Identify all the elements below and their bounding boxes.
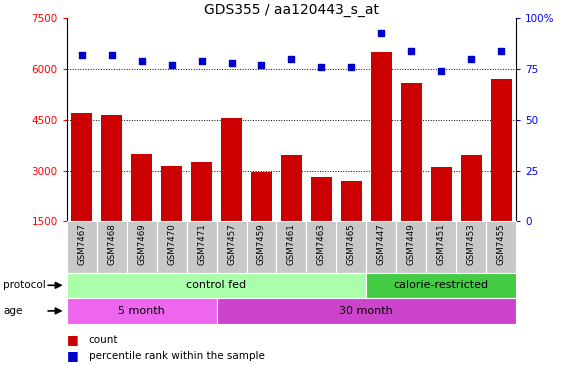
- Point: [317, 64, 326, 70]
- Text: GSM7465: GSM7465: [347, 224, 356, 265]
- Bar: [336, 221, 367, 273]
- Bar: [126, 221, 157, 273]
- Text: calorie-restricted: calorie-restricted: [394, 280, 489, 291]
- Text: GSM7468: GSM7468: [107, 224, 116, 265]
- Text: GSM7467: GSM7467: [77, 224, 86, 265]
- Bar: [456, 221, 486, 273]
- Text: count: count: [89, 335, 118, 345]
- Point: [137, 58, 146, 64]
- Text: 30 month: 30 month: [339, 306, 393, 316]
- Text: percentile rank within the sample: percentile rank within the sample: [89, 351, 264, 361]
- Bar: [221, 118, 242, 221]
- Text: GSM7461: GSM7461: [287, 224, 296, 265]
- Bar: [431, 167, 452, 221]
- Point: [496, 48, 506, 54]
- Bar: [71, 113, 92, 221]
- Bar: [371, 52, 392, 221]
- Point: [467, 56, 476, 62]
- Bar: [161, 165, 182, 221]
- Bar: [97, 221, 126, 273]
- Point: [257, 62, 266, 68]
- Bar: [401, 83, 422, 221]
- Point: [167, 62, 176, 68]
- Text: GSM7451: GSM7451: [437, 224, 446, 265]
- Bar: [396, 221, 426, 273]
- Point: [77, 52, 86, 58]
- Text: control fed: control fed: [187, 280, 246, 291]
- Bar: [367, 221, 396, 273]
- Text: 5 month: 5 month: [118, 306, 165, 316]
- Bar: [251, 172, 272, 221]
- Bar: [486, 221, 516, 273]
- Point: [407, 48, 416, 54]
- Bar: [491, 79, 512, 221]
- Bar: [341, 181, 362, 221]
- Text: GSM7455: GSM7455: [496, 224, 506, 265]
- Text: GSM7470: GSM7470: [167, 224, 176, 265]
- Bar: [131, 154, 152, 221]
- Point: [197, 58, 206, 64]
- Bar: [311, 178, 332, 221]
- Bar: [187, 221, 216, 273]
- Bar: [101, 115, 122, 221]
- Bar: [246, 221, 277, 273]
- Bar: [191, 162, 212, 221]
- Point: [377, 30, 386, 36]
- Point: [107, 52, 116, 58]
- Text: GSM7459: GSM7459: [257, 224, 266, 265]
- Bar: [281, 156, 302, 221]
- Point: [227, 60, 236, 66]
- Point: [287, 56, 296, 62]
- Text: GSM7453: GSM7453: [467, 224, 476, 265]
- Text: protocol: protocol: [3, 280, 46, 291]
- Bar: [67, 273, 367, 298]
- Text: age: age: [3, 306, 22, 316]
- Bar: [306, 221, 336, 273]
- Text: GSM7457: GSM7457: [227, 224, 236, 265]
- Text: ■: ■: [67, 349, 78, 362]
- Bar: [461, 156, 482, 221]
- Text: GSM7469: GSM7469: [137, 224, 146, 265]
- Bar: [216, 298, 516, 324]
- Point: [437, 68, 446, 74]
- Point: [347, 64, 356, 70]
- Text: GSM7471: GSM7471: [197, 224, 206, 265]
- Bar: [157, 221, 187, 273]
- Text: GSM7463: GSM7463: [317, 224, 326, 265]
- Bar: [67, 221, 97, 273]
- Bar: [277, 221, 306, 273]
- Bar: [67, 298, 216, 324]
- Title: GDS355 / aa120443_s_at: GDS355 / aa120443_s_at: [204, 3, 379, 17]
- Bar: [426, 221, 456, 273]
- Text: GSM7447: GSM7447: [377, 224, 386, 265]
- Bar: [367, 273, 516, 298]
- Text: ■: ■: [67, 333, 78, 346]
- Bar: [216, 221, 246, 273]
- Text: GSM7449: GSM7449: [407, 224, 416, 265]
